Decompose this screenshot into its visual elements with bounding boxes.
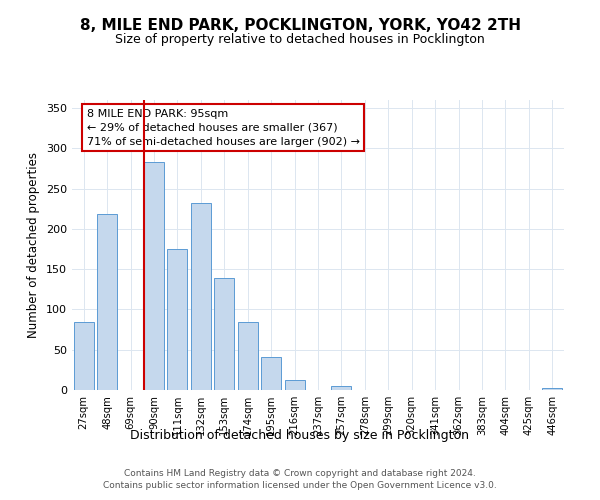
Bar — [97, 214, 117, 390]
Y-axis label: Number of detached properties: Number of detached properties — [28, 152, 40, 338]
Bar — [542, 388, 562, 390]
Text: 8 MILE END PARK: 95sqm
← 29% of detached houses are smaller (367)
71% of semi-de: 8 MILE END PARK: 95sqm ← 29% of detached… — [87, 108, 360, 146]
Text: 8, MILE END PARK, POCKLINGTON, YORK, YO42 2TH: 8, MILE END PARK, POCKLINGTON, YORK, YO4… — [79, 18, 521, 32]
Text: Contains public sector information licensed under the Open Government Licence v3: Contains public sector information licen… — [103, 481, 497, 490]
Text: Contains HM Land Registry data © Crown copyright and database right 2024.: Contains HM Land Registry data © Crown c… — [124, 468, 476, 477]
Bar — [261, 357, 281, 390]
Bar — [331, 386, 352, 390]
Text: Size of property relative to detached houses in Pocklington: Size of property relative to detached ho… — [115, 32, 485, 46]
Bar — [284, 380, 305, 390]
Bar — [238, 322, 257, 390]
Bar — [191, 203, 211, 390]
Bar — [74, 322, 94, 390]
Bar — [167, 249, 187, 390]
Bar — [144, 162, 164, 390]
Text: Distribution of detached houses by size in Pocklington: Distribution of detached houses by size … — [131, 428, 470, 442]
Bar — [214, 278, 234, 390]
